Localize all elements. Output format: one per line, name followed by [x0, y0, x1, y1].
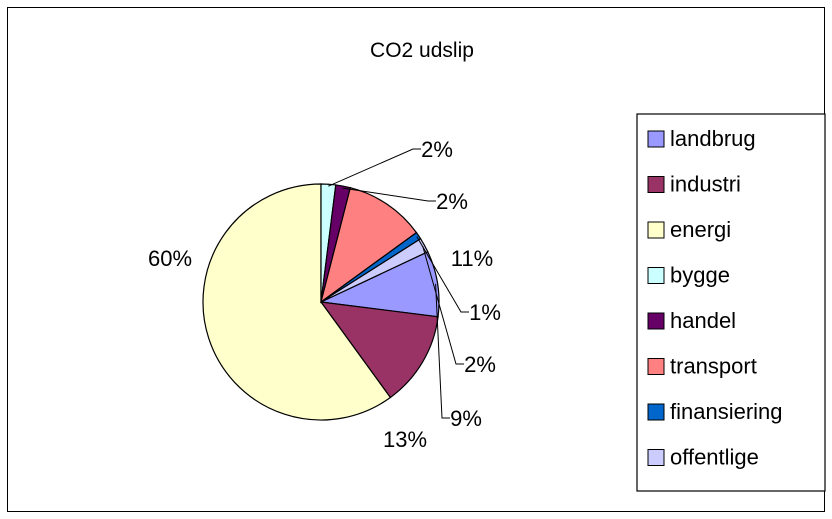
pie-slice-offentlige: [320, 237, 429, 303]
legend-label-bygge: bygge: [670, 263, 730, 288]
legend-label-energi: energi: [670, 217, 731, 242]
data-label-energi: 60%: [148, 246, 192, 271]
legend-swatch-landbrug: [647, 130, 665, 148]
leader-line-handel: [342, 187, 436, 202]
legend-label-finansiering: finansiering: [670, 399, 783, 424]
legend-label-handel: handel: [670, 308, 736, 333]
data-labels: 9% 13% 60% 2% 2% 11% 1% 2%: [148, 137, 501, 452]
legend-swatch-industri: [647, 176, 665, 193]
pie-slice-transport: [320, 186, 418, 304]
data-label-transport: 11%: [451, 246, 493, 271]
data-label-industri: 13%: [383, 427, 427, 452]
legend-swatch-energi: [647, 221, 665, 239]
legend-label-transport: transport: [670, 354, 757, 379]
data-label-landbrug: 9%: [450, 406, 482, 431]
legend: landbrug industri energi bygge handel transpo…: [647, 126, 783, 470]
legend-label-landbrug: landbrug: [670, 126, 756, 151]
chart-title: CO2 udslip: [370, 39, 474, 62]
pie-slice-energi: [202, 183, 392, 421]
data-label-bygge: 2%: [421, 137, 453, 162]
legend-swatch-offentlige: [647, 449, 665, 466]
leader-line-landbrug: [435, 283, 450, 419]
data-label-offentlige: 2%: [464, 352, 496, 377]
legend-label-offentlige: offentlige: [670, 445, 759, 470]
data-label-handel: 2%: [436, 189, 468, 214]
data-label-finansiering: 1%: [469, 300, 501, 325]
pie-slices: [202, 183, 440, 421]
legend-swatch-handel: [647, 312, 665, 330]
leader-lines: [328, 148, 469, 419]
legend-swatch-transport: [647, 358, 665, 375]
legend-swatch-finansiering: [647, 403, 665, 421]
leader-line-finansiering: [416, 236, 469, 313]
leader-line-offentlige: [422, 245, 464, 365]
legend-label-industri: industri: [670, 172, 741, 197]
legend-box: [636, 113, 826, 492]
legend-swatch-bygge: [647, 267, 665, 284]
leader-line-bygge: [328, 148, 421, 187]
